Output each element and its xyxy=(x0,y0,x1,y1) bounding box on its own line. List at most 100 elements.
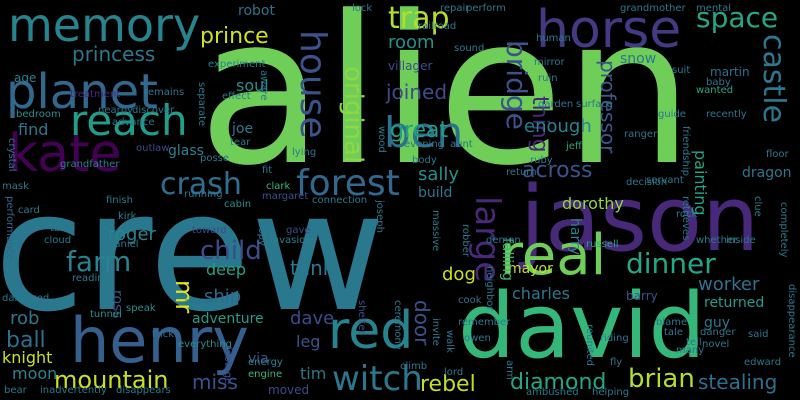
word-across: across xyxy=(522,158,593,183)
word-soul: soul xyxy=(236,76,269,95)
word-many: many xyxy=(676,345,705,356)
word-ben: ben xyxy=(384,108,464,157)
word-ask: ask xyxy=(184,297,202,308)
word-robot: robot xyxy=(238,3,275,19)
word-snow: snow xyxy=(620,51,657,67)
word-returned: returned xyxy=(704,295,765,311)
word-jason: jason xyxy=(520,167,760,272)
word-decision: decision xyxy=(626,177,668,188)
word-enough: enough xyxy=(524,116,592,137)
word-prince: prince xyxy=(200,24,269,49)
word-ceremony: ceremony xyxy=(392,300,403,350)
word-grandfather: grandfather xyxy=(60,159,120,170)
word-clark: clark xyxy=(266,181,291,192)
word-climb: climb xyxy=(400,361,428,372)
word-separate: separate xyxy=(196,82,207,127)
word-walk: walk xyxy=(444,330,455,353)
word-advance: advance xyxy=(112,117,155,128)
word-rock: rock xyxy=(676,209,698,220)
word-invite: invite xyxy=(430,318,441,346)
word-shelter: shelter xyxy=(356,300,367,335)
word-return: return xyxy=(506,167,537,178)
word-mountain: mountain xyxy=(54,366,169,394)
word-door: door xyxy=(410,300,434,346)
word-ranger: ranger xyxy=(624,129,658,140)
word-tim: tim xyxy=(300,364,327,383)
word-friendship: friendship xyxy=(680,126,691,176)
word-discover: discover xyxy=(132,105,175,116)
word-wanted: wanted xyxy=(696,85,734,96)
word-novel: novel xyxy=(702,339,730,350)
word-falling: falling xyxy=(499,238,515,281)
word-red: red xyxy=(328,301,414,361)
word-remember: remember xyxy=(458,317,511,328)
word-brian: brian xyxy=(628,364,695,394)
word-ball: ball xyxy=(6,328,46,353)
word-worker: worker xyxy=(698,274,760,295)
word-house: house xyxy=(292,30,333,139)
word-leg: leg xyxy=(296,332,321,351)
word-cook: cook xyxy=(458,295,482,306)
word-trap: trap xyxy=(388,1,450,36)
word-everything: everything xyxy=(178,339,232,350)
word-mental: mental xyxy=(696,3,732,14)
word-floor: floor xyxy=(766,149,789,160)
word-mask: mask xyxy=(2,181,29,192)
word-original: original xyxy=(338,66,368,164)
word-perform: perform xyxy=(466,3,506,14)
word-trick: trick xyxy=(152,329,175,340)
word-copy: copy xyxy=(256,222,267,246)
word-adventure: adventure xyxy=(192,311,264,327)
word-danger: danger xyxy=(700,327,736,338)
word-running: running xyxy=(184,189,223,200)
word-crew: crew xyxy=(0,156,386,348)
word-crash: crash xyxy=(160,167,242,202)
word-moved: moved xyxy=(268,383,310,397)
word-effect: effect xyxy=(222,91,251,102)
word-human: human xyxy=(536,33,571,44)
word-daniel: daniel xyxy=(108,239,139,250)
word-tell: tell xyxy=(686,337,702,348)
word-kirk: kirk xyxy=(118,211,137,222)
word-cloud: cloud xyxy=(44,235,72,246)
word-great: great xyxy=(390,118,449,143)
word-retrieves: retrieves xyxy=(680,196,691,241)
word-toward: toward xyxy=(192,225,227,236)
word-crystal: crystal xyxy=(6,138,17,172)
word-glass: glass xyxy=(168,143,204,159)
word-fly: fly xyxy=(610,357,623,368)
word-painting: painting xyxy=(691,150,710,216)
word-horse: horse xyxy=(536,0,682,60)
word-reading: reading xyxy=(72,273,110,284)
word-deep: deep xyxy=(206,260,246,279)
word-mayor: mayor xyxy=(508,261,553,277)
word-experiment: experiment xyxy=(208,59,266,70)
word-neighbor: neighbor xyxy=(484,266,495,311)
word-nearby: nearby xyxy=(98,105,133,116)
word-servant: servant xyxy=(646,175,684,186)
word-knight: knight xyxy=(2,348,53,367)
word-lying: lying xyxy=(292,147,317,158)
word-moon: moon xyxy=(12,364,58,383)
word-tear: tear xyxy=(230,137,251,148)
word-joseph: joseph xyxy=(374,200,385,233)
word-massive: massive xyxy=(430,210,441,252)
word-surface: surface xyxy=(576,99,613,110)
word-clue: clue xyxy=(752,196,763,217)
word-thing: thing xyxy=(527,96,552,153)
word-professor: professor xyxy=(596,60,620,154)
word-fit: fit xyxy=(262,165,273,176)
word-mirror: mirror xyxy=(534,57,565,68)
word-finish: finish xyxy=(106,195,133,206)
word-charles: charles xyxy=(512,284,570,303)
word-energy: energy xyxy=(248,357,283,368)
word-planet: planet xyxy=(6,64,158,120)
word-ruby: ruby xyxy=(530,155,553,166)
word-miss: miss xyxy=(192,370,238,394)
word-tank: tank xyxy=(290,256,335,280)
word-garden: garden xyxy=(538,99,574,110)
word-kate: kate xyxy=(8,124,122,184)
word-mr: mr xyxy=(170,280,198,314)
word-helping: helping xyxy=(592,387,630,398)
word-castle: castle xyxy=(756,34,791,124)
